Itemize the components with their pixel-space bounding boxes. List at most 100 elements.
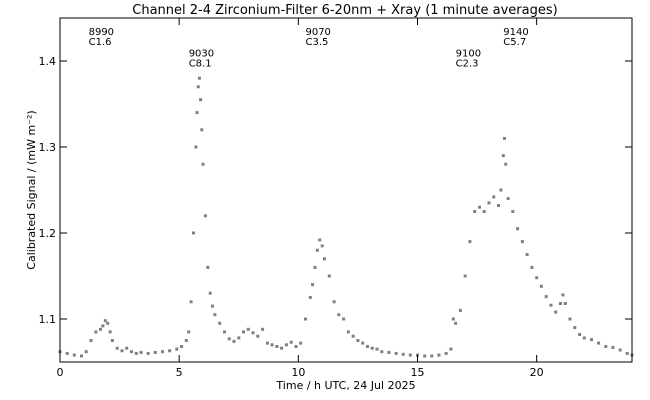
data-point [153, 351, 157, 354]
data-point [351, 334, 355, 338]
data-point [211, 304, 214, 308]
data-point [473, 210, 477, 213]
data-point [196, 85, 200, 89]
data-point [444, 351, 448, 355]
data-point [563, 302, 567, 305]
data-point [265, 341, 269, 345]
data-point [497, 204, 500, 207]
data-point [365, 345, 369, 348]
data-point [194, 145, 198, 149]
data-point [65, 351, 69, 355]
data-point [323, 257, 326, 261]
flare-annotation-class: C1.6 [89, 37, 112, 48]
data-point [370, 346, 374, 350]
data-point [299, 341, 303, 345]
data-point [375, 347, 379, 351]
data-point [525, 253, 529, 256]
data-point [511, 210, 515, 213]
data-point [201, 162, 205, 166]
data-point [516, 227, 520, 231]
data-point [261, 327, 265, 331]
data-point [256, 334, 260, 338]
data-point [618, 348, 622, 352]
data-point [315, 248, 319, 252]
data-point [539, 284, 543, 288]
data-point [597, 341, 601, 345]
data-point [559, 302, 562, 305]
data-point [161, 350, 164, 354]
x-tick-label: 15 [411, 366, 425, 379]
flare-annotation-id: 9140 [503, 27, 528, 38]
flare-annotation-id: 8990 [89, 27, 114, 38]
flare-annotation-id: 9030 [189, 49, 214, 60]
data-point [146, 351, 150, 355]
data-point [197, 76, 201, 80]
data-point [582, 336, 586, 340]
data-point [168, 349, 172, 353]
data-point [437, 353, 441, 357]
data-point [568, 317, 572, 321]
data-point [200, 128, 204, 132]
data-point [387, 351, 391, 354]
data-point [503, 136, 506, 140]
data-point [430, 354, 434, 358]
flare-annotation-class: C5.7 [503, 37, 526, 48]
data-point [242, 330, 245, 334]
data-point [611, 345, 615, 349]
data-point [195, 111, 199, 115]
data-point [106, 321, 110, 325]
data-point [423, 354, 427, 358]
data-point [289, 340, 293, 344]
data-point [318, 238, 322, 242]
flare-annotation-class: C2.3 [456, 59, 479, 70]
data-point [346, 330, 350, 334]
data-point [304, 317, 307, 321]
data-point [478, 205, 481, 209]
data-point [590, 338, 593, 342]
data-point [180, 345, 184, 348]
data-point [294, 345, 298, 348]
data-point [84, 350, 88, 354]
data-point [342, 317, 346, 321]
data-point [308, 296, 312, 299]
data-point [625, 351, 629, 355]
data-point [120, 349, 124, 353]
flare-annotation-id: 9100 [456, 49, 481, 60]
data-point [80, 354, 83, 358]
data-point [101, 324, 105, 328]
data-point [218, 321, 222, 325]
data-point [227, 337, 231, 341]
data-point [482, 210, 486, 213]
data-point [332, 300, 336, 304]
data-point [520, 240, 524, 244]
data-point [110, 339, 114, 342]
data-point [561, 293, 565, 297]
data-point [401, 352, 405, 356]
data-series [58, 76, 634, 358]
data-point [454, 321, 458, 325]
x-axis-label: Time / h UTC, 24 Jul 2025 [275, 379, 415, 392]
data-point [139, 351, 143, 354]
data-point [108, 330, 112, 334]
data-point [311, 283, 315, 287]
data-point [573, 326, 577, 330]
data-point [408, 353, 412, 357]
y-axis-ticks: 1.1 1.2 1.3 1.4 [39, 55, 632, 326]
data-point [504, 162, 508, 166]
data-point [549, 303, 553, 307]
data-point [506, 197, 510, 201]
data-point [530, 265, 534, 269]
data-point [115, 346, 119, 350]
data-point [175, 347, 179, 351]
plot-frame [59, 17, 633, 363]
data-point [251, 331, 255, 335]
data-point [192, 231, 195, 235]
data-point [501, 154, 505, 158]
x-tick-label: 0 [57, 366, 64, 379]
data-point [451, 317, 455, 321]
data-point [223, 330, 226, 334]
data-point [449, 347, 453, 351]
flare-annotation-id: 9070 [305, 27, 330, 38]
